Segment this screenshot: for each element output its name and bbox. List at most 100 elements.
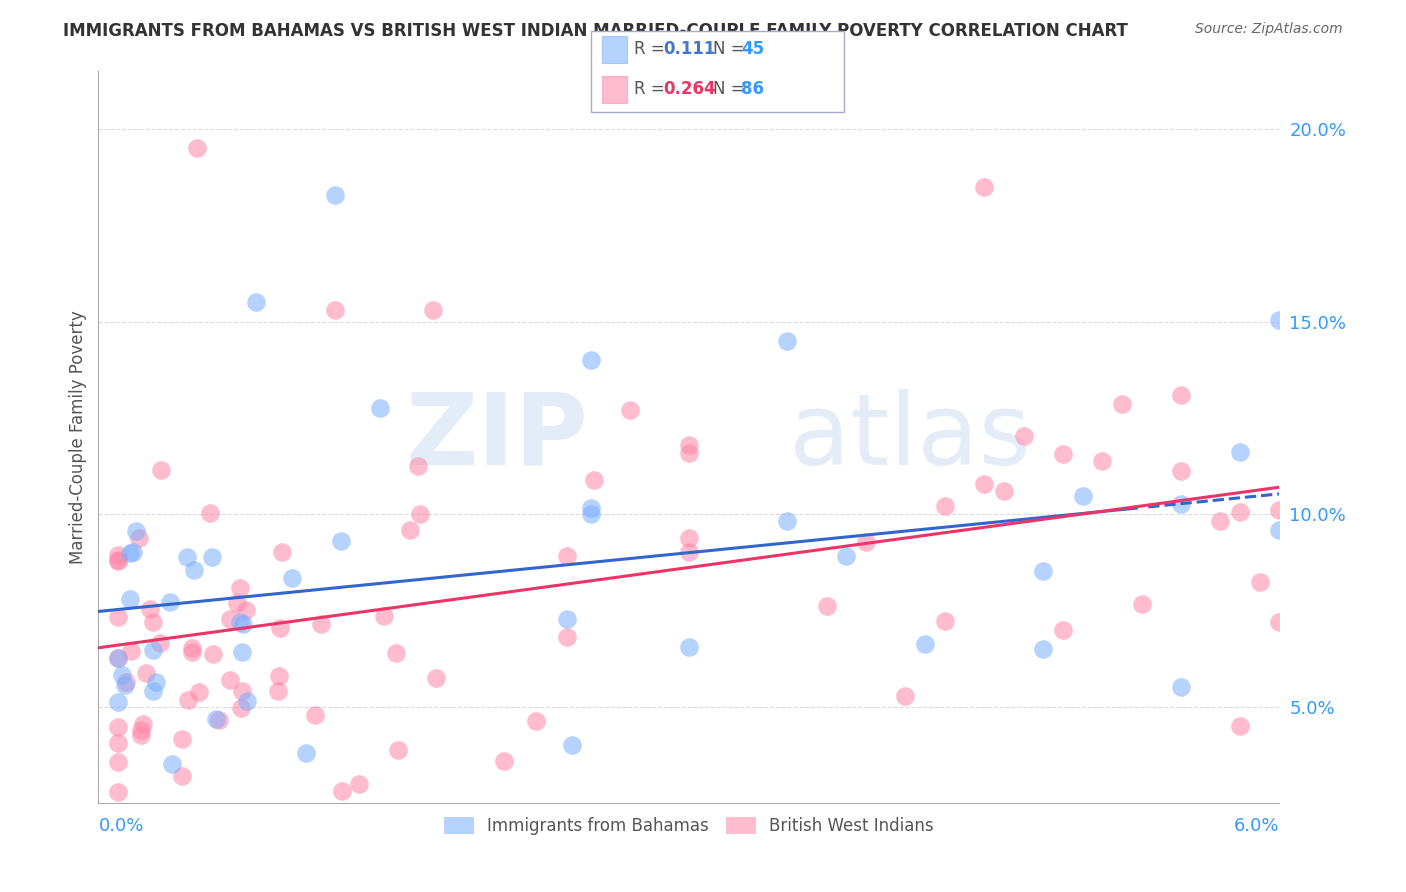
Point — [107, 609, 129, 624]
Point — [1052, 447, 1074, 461]
Point — [347, 776, 370, 790]
Point — [914, 637, 936, 651]
Point — [231, 645, 253, 659]
Text: N =: N = — [713, 40, 744, 58]
Point — [267, 684, 290, 698]
Point — [579, 500, 602, 515]
Point — [149, 636, 172, 650]
Point — [323, 187, 346, 202]
Point — [129, 723, 152, 738]
Point — [159, 595, 181, 609]
Point — [111, 668, 134, 682]
Point — [1091, 454, 1114, 468]
Point — [384, 646, 406, 660]
Point — [107, 736, 129, 750]
Point — [425, 671, 447, 685]
Point — [181, 640, 204, 655]
Point — [187, 685, 209, 699]
Point — [373, 609, 395, 624]
Point — [122, 544, 145, 558]
Y-axis label: Married-Couple Family Poverty: Married-Couple Family Poverty — [69, 310, 87, 564]
Point — [973, 179, 995, 194]
Point — [776, 334, 799, 348]
Point — [107, 553, 129, 567]
Point — [406, 458, 429, 473]
Point — [409, 507, 432, 521]
Point — [269, 669, 291, 683]
Point — [579, 353, 602, 368]
Point — [142, 684, 165, 698]
Point — [422, 303, 444, 318]
Point — [107, 650, 129, 665]
Point — [678, 544, 700, 558]
Point — [129, 728, 152, 742]
Point — [270, 545, 292, 559]
Point — [1071, 490, 1094, 504]
Point — [107, 695, 129, 709]
Point — [245, 295, 267, 310]
Point — [198, 506, 221, 520]
Point — [281, 571, 304, 585]
Point — [993, 483, 1015, 498]
Point — [202, 647, 225, 661]
Point — [128, 532, 150, 546]
Point — [180, 645, 202, 659]
Text: 6.0%: 6.0% — [1234, 817, 1279, 836]
Point — [135, 666, 157, 681]
Point — [304, 707, 326, 722]
Text: 0.264: 0.264 — [664, 80, 716, 98]
Point — [225, 596, 247, 610]
Point — [1170, 497, 1192, 511]
Point — [208, 714, 231, 728]
Point — [107, 650, 129, 665]
Point — [583, 473, 606, 487]
Point — [219, 612, 242, 626]
Text: R =: R = — [634, 40, 665, 58]
Point — [815, 599, 838, 614]
Point — [330, 784, 353, 798]
Point — [145, 675, 167, 690]
Point — [1170, 464, 1192, 478]
Point — [1130, 597, 1153, 611]
Point — [142, 615, 165, 629]
Point — [142, 643, 165, 657]
Point — [115, 675, 138, 690]
Text: 0.111: 0.111 — [664, 40, 716, 58]
Point — [120, 546, 142, 560]
Point — [219, 673, 242, 687]
Text: Source: ZipAtlas.com: Source: ZipAtlas.com — [1195, 22, 1343, 37]
Point — [294, 746, 316, 760]
Point — [186, 141, 208, 155]
Text: IMMIGRANTS FROM BAHAMAS VS BRITISH WEST INDIAN MARRIED-COUPLE FAMILY POVERTY COR: IMMIGRANTS FROM BAHAMAS VS BRITISH WEST … — [63, 22, 1128, 40]
Point — [1170, 681, 1192, 695]
Point — [1170, 388, 1192, 402]
Point — [162, 757, 184, 772]
Point — [934, 615, 956, 629]
Point — [172, 769, 194, 783]
Point — [329, 534, 352, 549]
Point — [619, 403, 641, 417]
Point — [231, 683, 253, 698]
Point — [204, 712, 226, 726]
Point — [172, 731, 194, 746]
Text: 45: 45 — [741, 40, 763, 58]
Point — [201, 550, 224, 565]
Text: R =: R = — [634, 80, 665, 98]
Point — [176, 550, 198, 565]
Point — [1032, 641, 1054, 656]
Point — [855, 534, 877, 549]
Point — [107, 554, 129, 568]
Point — [118, 591, 141, 606]
Point — [125, 524, 148, 538]
Point — [1268, 503, 1291, 517]
Point — [1032, 564, 1054, 578]
Point — [1268, 615, 1291, 629]
Point — [1111, 397, 1133, 411]
Text: atlas: atlas — [789, 389, 1031, 485]
Point — [183, 563, 205, 577]
Point — [1209, 514, 1232, 528]
Point — [1229, 505, 1251, 519]
Point — [1012, 429, 1035, 443]
Point — [1268, 313, 1291, 327]
Text: ZIP: ZIP — [406, 389, 589, 485]
